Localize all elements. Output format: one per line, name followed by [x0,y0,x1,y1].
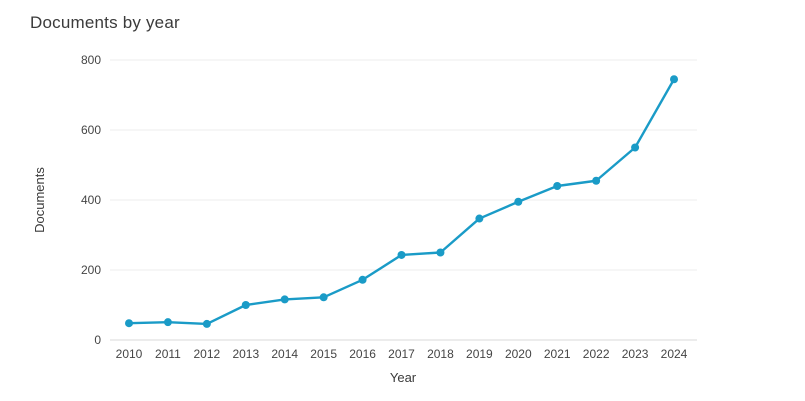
data-point[interactable] [319,293,328,302]
series-line [127,78,676,326]
y-tick-label: 200 [81,263,101,277]
x-tick-label: 2010 [116,347,143,361]
line-chart-canvas: Documents Year 0 200 400 600 800 2010 2011 2012… [32,53,697,385]
data-point[interactable] [202,319,211,328]
x-tick-label: 2012 [194,347,221,361]
x-tick-label: 2014 [271,347,298,361]
x-tick-label: 2017 [388,347,415,361]
data-point[interactable] [670,75,679,84]
data-point[interactable] [280,295,289,304]
x-tick-label: 2013 [232,347,259,361]
y-tick-label: 0 [94,333,101,347]
data-point[interactable] [514,197,523,206]
data-point[interactable] [631,143,640,152]
chart-title: Documents by year [30,13,180,32]
y-tick-label: 800 [81,53,101,67]
x-tick-label: 2021 [544,347,571,361]
data-point[interactable] [436,248,445,257]
data-point[interactable] [553,182,562,190]
x-tick-label: 2011 [155,347,181,361]
data-point[interactable] [125,319,133,328]
y-tick-label: 600 [81,123,101,137]
x-tick-label: 2018 [427,347,454,361]
y-tick-label: 400 [81,193,101,207]
y-axis-title: Documents [32,167,47,233]
x-tick-label: 2016 [349,347,376,361]
data-point[interactable] [241,301,250,309]
data-point[interactable] [475,214,484,223]
x-tick-label: 2023 [622,347,649,361]
x-tick-label: 2020 [505,347,532,361]
x-axis-title: Year [390,370,417,385]
data-point[interactable] [397,250,406,259]
data-point[interactable] [358,275,367,284]
data-point[interactable] [163,318,172,327]
x-tick-label: 2022 [583,347,610,361]
x-tick-label: 2024 [661,347,688,361]
x-tick-label: 2015 [310,347,337,361]
x-tick-label: 2019 [466,347,493,361]
data-point[interactable] [592,176,601,185]
